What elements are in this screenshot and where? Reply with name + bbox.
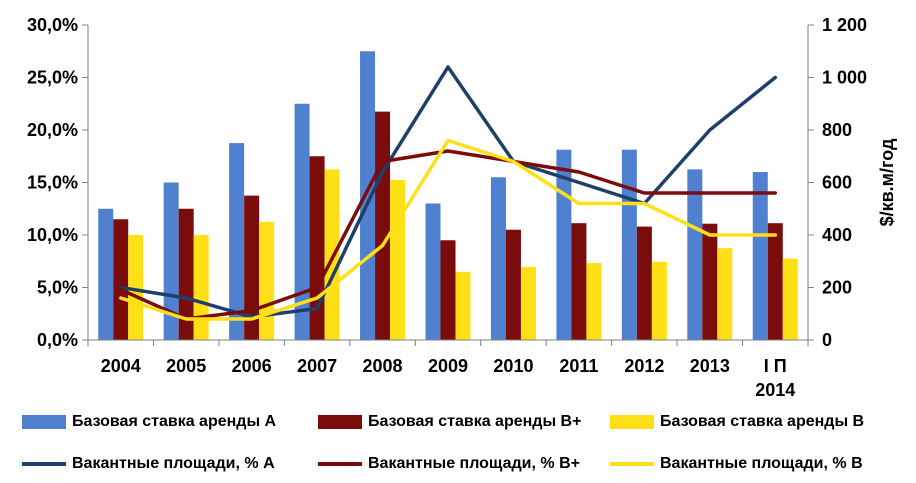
bar	[702, 223, 718, 340]
x-tick-label: 2012	[624, 356, 664, 376]
bar	[505, 229, 521, 340]
y-right-tick-label: 400	[822, 225, 852, 245]
y-right-tick-label: 600	[822, 173, 852, 193]
y-right-tick-label: 0	[822, 330, 832, 350]
legend: Базовая ставка аренды A Базовая ставка а…	[0, 405, 916, 483]
line-series	[118, 149, 778, 321]
line-series	[118, 138, 778, 321]
bar	[782, 258, 798, 340]
y-left-tick-label: 20,0%	[27, 120, 78, 140]
legend-swatch-line-b	[610, 462, 654, 466]
bar	[193, 235, 209, 340]
line-series	[118, 65, 778, 319]
legend-item-bar-a: Базовая ставка аренды A	[22, 413, 276, 431]
bar	[113, 219, 129, 340]
y-right-tick-label: 1 200	[822, 15, 867, 35]
legend-item-bar-bplus: Базовая ставка аренды B+	[318, 413, 581, 431]
bar	[375, 111, 391, 340]
legend-item-line-b: Вакантные площади, % B	[610, 455, 863, 473]
bar	[229, 143, 245, 340]
y-right-tick-label: 800	[822, 120, 852, 140]
legend-swatch-bar-bplus	[318, 415, 362, 429]
legend-item-line-bplus: Вакантные площади, % B+	[318, 455, 580, 473]
y-left-tick-label: 25,0%	[27, 68, 78, 88]
x-tick-label: I П	[764, 356, 787, 376]
y-left-tick-label: 10,0%	[27, 225, 78, 245]
bar	[294, 103, 310, 340]
chart-svg: 0,0% 5,0% 10,0% 15,0% 20,0% 25,0% 30,0% 0 200 400…	[27, 15, 897, 400]
y-left-tick-label: 0,0%	[37, 330, 78, 350]
bar	[360, 51, 376, 340]
y-left-tick-label: 15,0%	[27, 173, 78, 193]
bar	[571, 223, 587, 340]
legend-label: Вакантные площади, % B	[660, 455, 863, 472]
bar	[259, 221, 275, 340]
y-left-tick-label: 5,0%	[37, 278, 78, 298]
bar	[425, 203, 441, 340]
bar	[636, 226, 652, 340]
bar	[752, 172, 768, 340]
legend-label: Базовая ставка аренды B+	[368, 413, 582, 430]
bar	[98, 208, 114, 340]
x-tick-label: 2010	[493, 356, 533, 376]
bar	[767, 223, 783, 340]
bar	[390, 179, 406, 340]
x-tick-label: 2009	[428, 356, 468, 376]
bar	[163, 182, 179, 340]
x-tick-label: 2004	[101, 356, 141, 376]
x-tick-label: 2008	[363, 356, 403, 376]
x-tick-label: 2013	[690, 356, 730, 376]
y-right-axis-title: $/кв.м/год	[877, 138, 897, 226]
x-tick-label-line2: 2014	[755, 380, 795, 400]
legend-item-line-a: Вакантные площади, % A	[22, 455, 275, 473]
bar	[128, 235, 144, 340]
bar	[178, 208, 194, 340]
legend-label: Базовая ставка аренды B	[660, 413, 865, 430]
legend-swatch-bar-b	[610, 415, 654, 429]
bar	[651, 261, 667, 340]
bar	[440, 240, 456, 340]
legend-swatch-bar-a	[22, 415, 66, 429]
bar	[586, 263, 602, 340]
x-tick-label: 2005	[166, 356, 206, 376]
legend-swatch-line-a	[22, 462, 66, 466]
legend-swatch-line-bplus	[318, 462, 362, 466]
bar	[520, 267, 536, 340]
legend-label: Вакантные площади, % B+	[368, 455, 580, 472]
bar	[687, 169, 703, 340]
bar	[717, 248, 733, 340]
legend-label: Вакантные площади, % A	[72, 455, 275, 472]
legend-item-bar-b: Базовая ставка аренды B	[610, 413, 864, 431]
x-tick-label: 2007	[297, 356, 337, 376]
y-left-tick-label: 30,0%	[27, 15, 78, 35]
bar	[455, 271, 471, 340]
x-tick-label: 2006	[232, 356, 272, 376]
x-tick-label: 2011	[559, 356, 598, 376]
y-right-tick-label: 1 000	[822, 68, 867, 88]
bar	[490, 177, 506, 340]
y-right-tick-label: 200	[822, 278, 852, 298]
bar	[244, 195, 260, 340]
bar	[621, 149, 637, 340]
bar	[309, 156, 325, 340]
bar	[324, 169, 340, 340]
legend-label: Базовая ставка аренды A	[72, 413, 277, 430]
